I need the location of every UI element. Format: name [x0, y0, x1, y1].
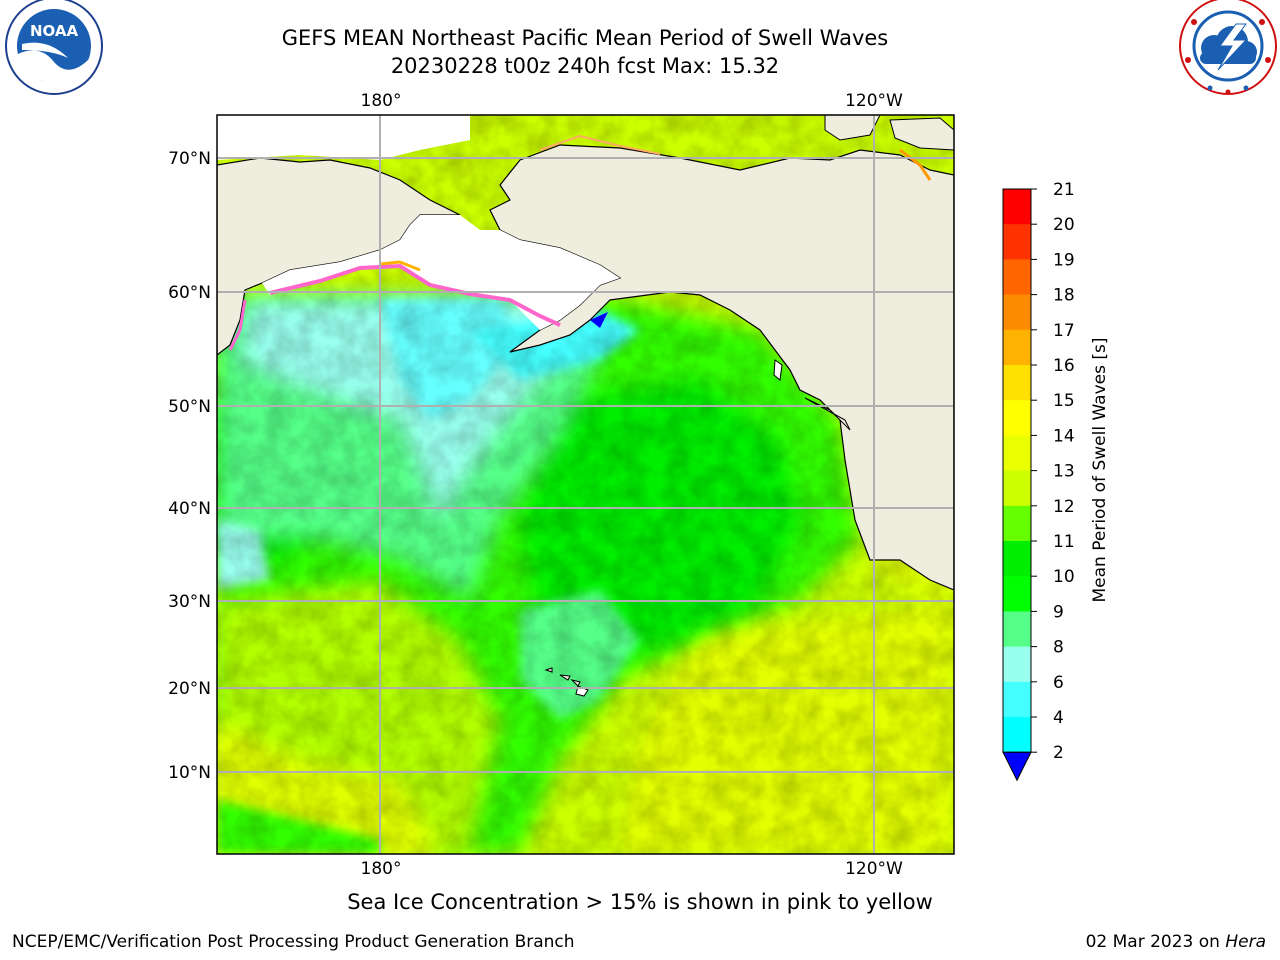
colorbar-segment [1003, 717, 1031, 753]
lat-label: 70°N [168, 149, 211, 169]
bottom-lon-label: 180° [361, 859, 402, 879]
lat-label: 40°N [168, 499, 211, 519]
swell-period-field [217, 115, 954, 854]
colorbar-tick-label: 9 [1053, 602, 1064, 622]
colorbar-tick-label: 2 [1053, 743, 1064, 763]
colorbar-tick-label: 18 [1053, 286, 1075, 306]
colorbar-segment [1003, 681, 1031, 718]
colorbar-segment [1003, 365, 1031, 401]
lat-label: 30°N [168, 592, 211, 612]
colorbar-tick-label: 10 [1053, 567, 1075, 587]
chart-title: GEFS MEAN Northeast Pacific Mean Period … [281, 26, 889, 50]
lat-label: 10°N [168, 763, 211, 783]
footer-date: 02 Mar 2023 on Hera [1086, 932, 1266, 952]
colorbar-tick-label: 15 [1053, 391, 1075, 411]
colorbar-segment [1003, 400, 1031, 436]
lat-label: 60°N [168, 283, 211, 303]
colorbar-tick-label: 4 [1053, 708, 1064, 728]
map-frame [216, 114, 955, 855]
colorbar-segment [1003, 541, 1031, 577]
colorbar-segment [1003, 470, 1031, 507]
lat-label: 50°N [168, 397, 211, 417]
colorbar-tick-label: 20 [1053, 215, 1075, 235]
colorbar-tick-label: 19 [1053, 250, 1075, 270]
lat-label: 20°N [168, 679, 211, 699]
footer-machine: Hera [1225, 932, 1266, 952]
chart-subtitle: 20230228 t00z 240h fcst Max: 15.32 [390, 54, 780, 78]
footer-credit: NCEP/EMC/Verification Post Processing Pr… [12, 932, 575, 952]
footer-date-text: 02 Mar 2023 on [1085, 932, 1226, 952]
top-lon-label: 180° [361, 91, 402, 111]
colorbar-segment [1003, 611, 1031, 648]
sea-ice-note-text: Sea Ice Concentration > 15% is shown in … [347, 890, 933, 914]
colorbar-label: Mean Period of Swell Waves [s] [1090, 338, 1110, 603]
colorbar-segment [1003, 259, 1031, 296]
colorbar-tick-label: 16 [1053, 356, 1075, 376]
colorbar-tick-label: 12 [1053, 497, 1075, 517]
colorbar-tick-label: 13 [1053, 462, 1075, 482]
colorbar-segment [1003, 505, 1031, 542]
colorbar-segment [1003, 435, 1031, 472]
colorbar-segment [1003, 646, 1031, 683]
bottom-lon-label: 120°W [845, 859, 903, 879]
colorbar-tick-label: 14 [1053, 426, 1075, 446]
colorbar-tick-label: 6 [1053, 673, 1064, 693]
colorbar-segment [1003, 189, 1031, 225]
colorbar-segment [1003, 576, 1031, 612]
nws-logo [1179, 0, 1277, 95]
colorbar-tick-label: 8 [1053, 638, 1064, 658]
colorbar-tick-label: 11 [1053, 532, 1075, 552]
colorbar-tick-label: 17 [1053, 321, 1075, 341]
colorbar-tick-label: 21 [1053, 180, 1075, 200]
map-graticule [217, 115, 954, 854]
noaa-logo: NOAA [5, 0, 103, 95]
colorbar-segment [1003, 329, 1031, 366]
colorbar-segment [1003, 224, 1031, 260]
colorbar: 21 20 19 18 17 16 15 14 13 12 11 10 9 8 6 4 2 [1002, 180, 1075, 782]
colorbar-under-arrow [1002, 751, 1032, 782]
colorbar-segment [1003, 294, 1031, 331]
noaa-logo-text: NOAA [30, 22, 79, 40]
sea-ice-note: Sea Ice Concentration > 15% is shown in … [0, 890, 1280, 914]
top-lon-label: 120°W [845, 91, 903, 111]
